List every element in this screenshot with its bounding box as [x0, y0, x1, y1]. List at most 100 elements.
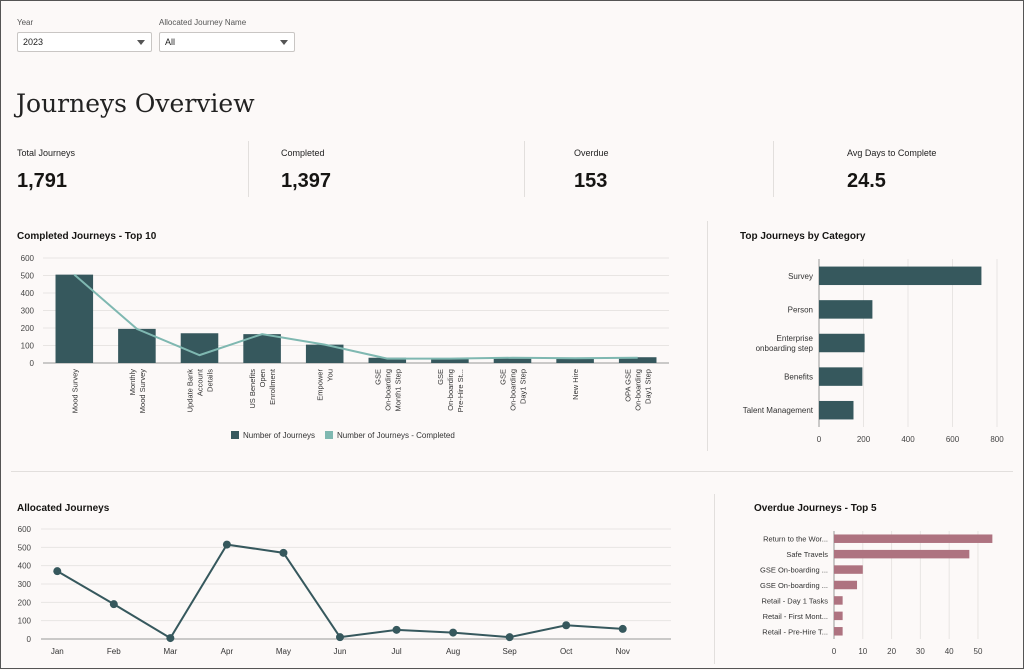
journey-name-filter-label: Allocated Journey Name [159, 18, 247, 27]
y-tick-label: 400 [21, 289, 35, 298]
data-point [53, 567, 62, 576]
x-tick-label: 0 [817, 435, 822, 444]
y-tick-label: 200 [18, 598, 32, 607]
kpi-overdue-value: 153 [574, 170, 608, 192]
kpi-divider [773, 141, 774, 197]
x-tick-label: On-boarding [383, 369, 392, 411]
x-tick-label: Day1 Step [519, 369, 528, 404]
y-tick-label: 600 [18, 525, 32, 534]
x-tick-label: New Hire [571, 369, 580, 400]
bar [368, 357, 407, 363]
x-tick-label: Nov [616, 647, 630, 656]
x-tick-label: Mood Survey [70, 369, 79, 413]
x-tick-label: Update Bank [186, 369, 195, 413]
allocated-chart-title: Allocated Journeys [17, 503, 110, 514]
year-select[interactable]: 2023 [17, 32, 152, 52]
x-tick-label: Apr [221, 647, 234, 656]
legend-swatch [325, 431, 333, 439]
data-point [618, 624, 627, 633]
legend-label: Number of Journeys - Completed [337, 431, 455, 440]
x-tick-label: You [326, 369, 335, 382]
y-tick-label: Person [788, 305, 813, 314]
kpi-avg-days-value: 24.5 [847, 170, 886, 192]
completed-chart-title: Completed Journeys - Top 10 [17, 231, 157, 242]
kpi-total-label: Total Journeys [17, 148, 76, 158]
x-tick-label: Feb [107, 647, 121, 656]
data-point [505, 633, 514, 642]
y-tick-label: Safe Travels [786, 550, 828, 559]
x-tick-label: Aug [446, 647, 460, 656]
data-point [279, 548, 288, 557]
x-tick-label: OPA GSE [624, 369, 633, 402]
y-tick-label: Retail - Pre-Hire T... [762, 627, 828, 636]
y-tick-label: Retail - First Mont... [763, 612, 828, 621]
x-tick-label: Details [206, 369, 215, 392]
y-tick-label: 100 [21, 342, 35, 351]
section-divider [11, 471, 1013, 472]
x-tick-label: 10 [858, 647, 867, 656]
year-filter-label: Year [17, 18, 34, 27]
x-tick-label: Jul [391, 647, 401, 656]
x-tick-label: Open [258, 369, 267, 387]
x-tick-label: US Benefits [248, 369, 257, 409]
bar [834, 627, 843, 636]
x-tick-label: 200 [857, 435, 871, 444]
bar [431, 358, 469, 363]
overdue-chart-title: Overdue Journeys - Top 5 [754, 503, 877, 514]
y-tick-label: Return to the Wor... [763, 535, 828, 544]
data-point [222, 540, 231, 549]
bar [819, 333, 865, 353]
x-tick-label: 400 [901, 435, 915, 444]
kpi-avg-days-label: Avg Days to Complete [847, 148, 937, 158]
x-tick-label: 30 [916, 647, 925, 656]
y-tick-label: 500 [18, 543, 32, 552]
y-tick-label: 0 [27, 635, 32, 644]
journey-name-select[interactable]: All [159, 32, 295, 52]
x-tick-label: GSE [373, 369, 382, 385]
x-tick-label: Jun [334, 647, 347, 656]
panel-divider [707, 221, 708, 451]
y-tick-label: 0 [30, 359, 35, 368]
kpi-completed-value: 1,397 [281, 170, 332, 192]
bar [55, 274, 94, 363]
category-chart: 0 200 400 600 800 Survey Person Enterpriseonboa… [743, 259, 1004, 444]
journey-name-select-value: All [165, 37, 176, 47]
bar [819, 367, 863, 386]
x-tick-label: Mood Survey [138, 369, 147, 413]
y-tick-label: 600 [21, 254, 35, 263]
y-tick-label: 500 [21, 272, 35, 281]
x-tick-label: Oct [560, 647, 573, 656]
data-point [449, 628, 458, 637]
x-tick-label: Sep [503, 647, 518, 656]
bar [834, 549, 970, 559]
x-tick-label: On-boarding [446, 369, 455, 411]
bar [819, 300, 873, 319]
year-select-value: 2023 [23, 37, 44, 47]
chevron-down-icon [280, 40, 288, 45]
kpi-completed-label: Completed [281, 148, 325, 158]
x-tick-label: Day1 Step [644, 369, 653, 404]
x-tick-label: 50 [974, 647, 983, 656]
data-point [336, 633, 344, 642]
y-tick-label: GSE On-boarding ... [760, 581, 828, 590]
x-tick-label: Pre-Hire St... [456, 369, 465, 412]
bar [618, 357, 657, 363]
panel-divider [714, 494, 715, 664]
x-tick-label: 0 [832, 647, 837, 656]
kpi-divider [248, 141, 249, 197]
bar [493, 357, 532, 363]
kpi-total-value: 1,791 [17, 170, 68, 192]
y-tick-label: 300 [21, 307, 35, 316]
y-tick-label: 300 [18, 580, 32, 589]
overdue-chart: 0 10 20 30 40 50 Return to the Wor... Safe Trav… [760, 531, 993, 656]
x-tick-label: GSE [499, 369, 508, 385]
x-tick-label: Enrollment [268, 368, 277, 405]
x-tick-label: 600 [946, 435, 960, 444]
kpi-divider [524, 141, 525, 197]
bar [834, 534, 993, 543]
x-tick-label: Empower [316, 369, 325, 401]
allocated-series-line [56, 543, 623, 640]
allocated-journeys-chart: 0 100 200 300 400 500 600 Jan Feb Mar Apr May Jun Jul… [18, 525, 671, 656]
x-tick-label: Monthly [128, 369, 137, 396]
